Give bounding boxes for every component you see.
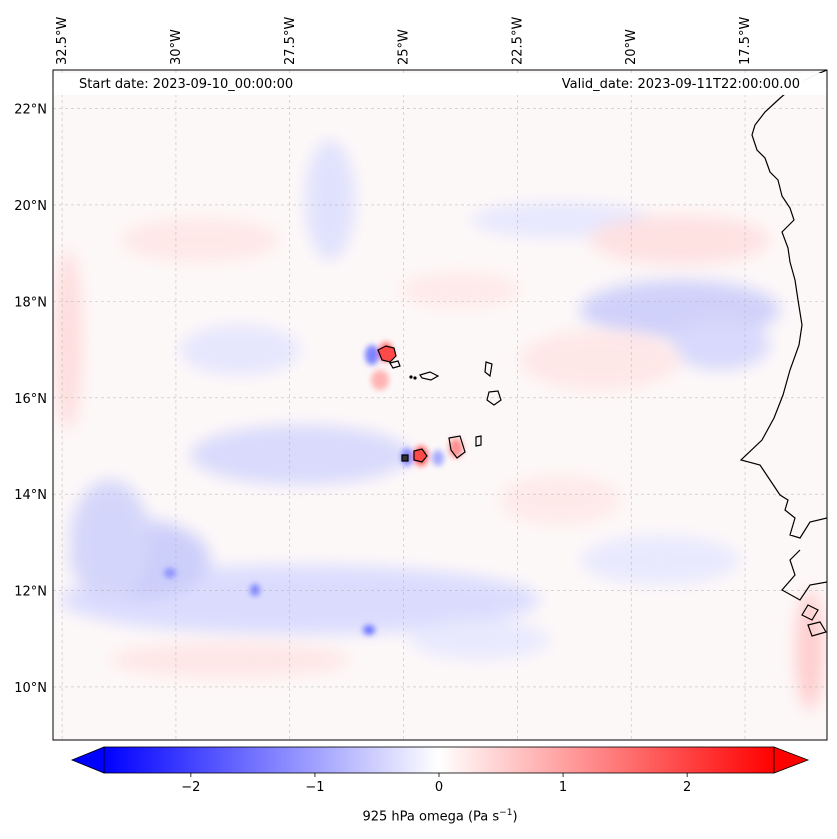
latitude-tick-label: 12°N	[14, 585, 47, 600]
colorbar-tick-label: −1	[305, 780, 324, 795]
latitude-tick-label: 10°N	[14, 681, 47, 696]
colorbar-label-main: 925 hPa omega (Pa s	[362, 809, 500, 825]
longitude-tick-label: 27.5°W	[283, 17, 298, 65]
colorbar-label-close: )	[512, 809, 518, 825]
island-sao-nicolau	[419, 371, 440, 381]
longitude-tick-label: 32.5°W	[55, 17, 70, 65]
colorbar-label-exponent: −1	[499, 808, 513, 818]
longitude-tick-label: 17.5°W	[738, 17, 753, 65]
coastlines	[377, 70, 827, 637]
map-frame	[52, 69, 828, 741]
longitude-tick-label: 20°W	[624, 29, 639, 65]
latitude-tick-label: 20°N	[14, 199, 47, 214]
colorbar-extend-high	[773, 746, 810, 774]
latitude-tick-label: 22°N	[14, 103, 47, 118]
latitude-tick-label: 16°N	[14, 392, 47, 407]
gridlines	[53, 70, 827, 740]
colorbar-tick-label: −2	[181, 780, 200, 795]
latitude-labels: 22°N 20°N 18°N 16°N 14°N 12°N 10°N	[14, 103, 47, 696]
longitude-tick-label: 22.5°W	[510, 17, 525, 65]
island-sal	[484, 361, 493, 378]
colorbar-extend-low	[70, 746, 105, 774]
island-brava	[401, 454, 409, 462]
valid-date-label: Valid_date: 2023-09-11T22:00:00.00	[557, 76, 804, 94]
latitude-tick-label: 14°N	[14, 488, 47, 503]
colorbar-label: 925 hPa omega (Pa s−1)	[0, 808, 837, 824]
island-maio	[475, 435, 482, 447]
island-santo-antao	[377, 345, 397, 363]
colorbar-tick-label: 0	[435, 780, 443, 795]
island-boa-vista	[486, 390, 502, 406]
colorbar-tick-label: 2	[683, 780, 691, 795]
latitude-tick-label: 18°N	[14, 295, 47, 310]
longitude-labels: 32.5°W 30°W 27.5°W 25°W 22.5°W 20°W 17.5°W	[55, 17, 753, 65]
colorbar-tick-label: 1	[559, 780, 567, 795]
colorbar: −2 −1 0 1 2	[70, 746, 810, 795]
african-coastline	[739, 70, 827, 539]
map-area	[53, 70, 827, 740]
island-santiago	[448, 435, 466, 459]
island-fogo	[413, 448, 428, 463]
island-sao-vicente	[389, 360, 401, 369]
longitude-tick-label: 30°W	[169, 29, 184, 65]
colorbar-gradient	[103, 746, 775, 774]
omega-field	[54, 140, 824, 710]
start-date-label: Start date: 2023-09-10_00:00:00	[75, 76, 298, 94]
longitude-tick-label: 25°W	[397, 29, 412, 65]
